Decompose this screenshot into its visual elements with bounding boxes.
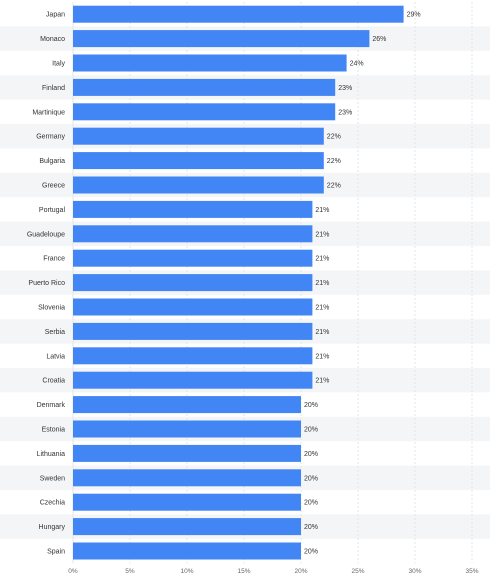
x-tick-label: 25% (351, 568, 364, 575)
category-label: Puerto Rico (28, 280, 65, 287)
bar[interactable] (73, 371, 313, 389)
category-label: Guadeloupe (27, 231, 65, 238)
category-label: Japan (46, 12, 65, 19)
category-label: Finland (42, 85, 65, 92)
value-label: 24% (350, 61, 364, 68)
value-label: 21% (315, 280, 329, 287)
bar[interactable] (73, 396, 301, 414)
bar[interactable] (73, 249, 313, 267)
x-tick-label: 20% (294, 568, 307, 575)
value-label: 21% (315, 378, 329, 385)
bar[interactable] (73, 30, 370, 48)
value-label: 22% (327, 158, 341, 165)
bar[interactable] (73, 103, 336, 121)
value-label: 22% (327, 134, 341, 141)
value-label: 21% (315, 353, 329, 360)
category-label: Czechia (40, 500, 65, 507)
x-tick-label: 10% (180, 568, 193, 575)
x-tick-label: 15% (237, 568, 250, 575)
bar[interactable] (73, 469, 301, 487)
category-label: Germany (36, 134, 65, 141)
category-label: Estonia (42, 427, 65, 434)
category-label: Lithuania (37, 451, 66, 458)
x-tick-label: 30% (408, 568, 421, 575)
value-label: 20% (304, 451, 318, 458)
value-label: 29% (407, 12, 421, 19)
value-label: 20% (304, 524, 318, 531)
value-label: 20% (304, 475, 318, 482)
category-label: Latvia (46, 353, 65, 360)
category-label: Monaco (40, 36, 65, 43)
value-label: 21% (315, 231, 329, 238)
value-label: 20% (304, 427, 318, 434)
bar[interactable] (73, 78, 336, 96)
bar[interactable] (73, 542, 301, 560)
category-label: Greece (42, 183, 65, 190)
bar[interactable] (73, 493, 301, 511)
category-label: Portugal (39, 207, 66, 214)
bar[interactable] (73, 176, 324, 194)
bar[interactable] (73, 518, 301, 536)
category-label: Bulgaria (39, 158, 65, 165)
value-label: 20% (304, 500, 318, 507)
value-label: 21% (315, 207, 329, 214)
x-tick-label: 0% (68, 568, 78, 575)
bars (73, 5, 404, 560)
value-label: 21% (315, 256, 329, 263)
bar[interactable] (73, 274, 313, 292)
bar[interactable] (73, 225, 313, 243)
value-label: 26% (372, 36, 386, 43)
bar[interactable] (73, 322, 313, 340)
category-label: France (43, 256, 65, 263)
category-label: Italy (52, 61, 65, 68)
bar[interactable] (73, 444, 301, 462)
value-label: 20% (304, 402, 318, 409)
bar[interactable] (73, 152, 324, 170)
value-label: 23% (338, 109, 352, 116)
bar[interactable] (73, 5, 404, 23)
bar[interactable] (73, 298, 313, 316)
bar[interactable] (73, 420, 301, 438)
category-label: Martinique (32, 109, 65, 116)
value-label: 20% (304, 549, 318, 556)
x-tick-label: 5% (125, 568, 135, 575)
value-labels: 29% 26% 24% 23% 23% 22% 22% 22% 21% 21% 21% 21% 21% 2… (304, 12, 421, 556)
x-tick-label: 35% (465, 568, 478, 575)
value-label: 21% (315, 329, 329, 336)
category-label: Spain (47, 549, 65, 556)
category-label: Croatia (42, 378, 65, 385)
bar[interactable] (73, 200, 313, 218)
category-labels: Japan Monaco Italy Finland Martinique Germany… (27, 12, 66, 556)
category-label: Sweden (40, 475, 65, 482)
bar[interactable] (73, 347, 313, 365)
value-label: 21% (315, 305, 329, 312)
bar[interactable] (73, 54, 347, 72)
x-axis-ticks: 0% 5% 10% 15% 20% 25% 30% 35% (68, 568, 478, 575)
category-label: Denmark (37, 402, 66, 409)
category-label: Slovenia (38, 305, 65, 312)
category-label: Serbia (45, 329, 65, 336)
value-label: 23% (338, 85, 352, 92)
value-label: 22% (327, 183, 341, 190)
category-label: Hungary (39, 524, 66, 531)
bar[interactable] (73, 127, 324, 145)
